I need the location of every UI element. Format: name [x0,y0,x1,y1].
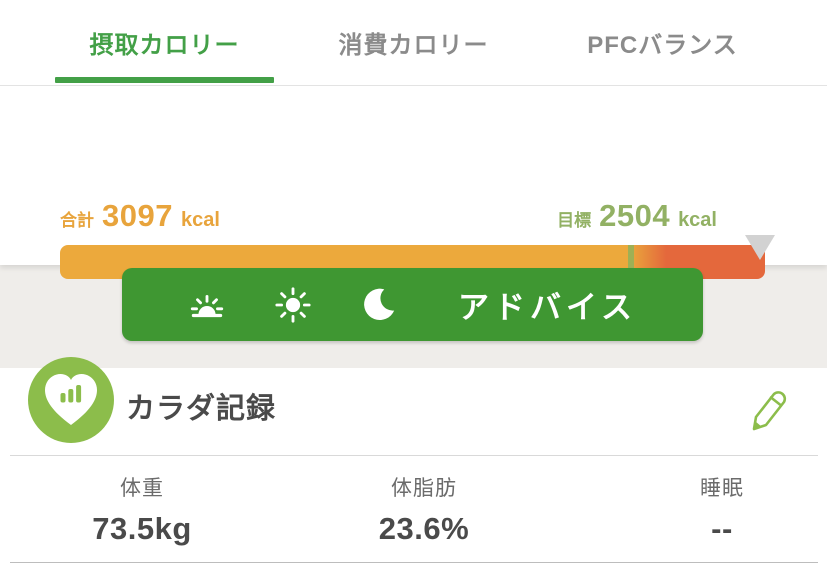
stat-body-fat: 体脂肪 23.6% [379,472,469,547]
body-record-badge [28,357,114,443]
tab-pfc-balance[interactable]: PFCバランス [538,0,787,85]
heart-chart-icon [45,374,97,425]
body-record-section [0,368,827,565]
divider-bottom [10,562,818,563]
tab-intake-calories[interactable]: 摂取カロリー [40,0,289,85]
stat-weight: 体重 73.5kg [92,472,192,547]
tab-burned-label: 消費カロリー [338,32,489,59]
total-unit: kcal [180,209,220,231]
progress-pointer-triangle [745,235,775,260]
divider-top [10,455,818,456]
total-label: 合計 [60,211,94,230]
target-unit: kcal [678,209,717,231]
stat-body-fat-label: 体脂肪 [391,477,457,500]
total-value: 3097 [102,198,173,233]
target-label: 目標 [557,211,592,230]
sun-icon [275,286,311,323]
target-value: 2504 [599,198,671,233]
advice-button-label: アドバイス [457,290,638,325]
calorie-summary-card: 合計 3097 kcal 目標 2504 kcal 過剰 593 kcal [0,86,827,330]
stat-sleep: 睡眠 -- [700,472,744,547]
stat-weight-value: 73.5kg [92,511,192,546]
moon-icon [364,288,395,320]
advice-button[interactable]: アドバイス [122,268,703,341]
total-calories: 合計 3097 kcal [60,198,220,234]
pencil-icon [752,391,787,431]
body-record-title: カラダ記録 [126,393,277,425]
target-calories: 目標 2504 kcal [557,198,717,234]
tab-pfc-label: PFCバランス [587,32,738,59]
tab-burned-calories[interactable]: 消費カロリー [289,0,538,85]
stat-body-fat-value: 23.6% [378,511,470,546]
stat-weight-label: 体重 [119,477,164,500]
advice-button-icons [188,286,398,324]
stat-sleep-label: 睡眠 [700,477,744,500]
tab-intake-label: 摂取カロリー [89,32,240,59]
edit-body-record-button[interactable] [746,384,790,436]
tab-bar: 摂取カロリー 消費カロリー PFCバランス [0,0,827,86]
stat-sleep-value: -- [711,511,733,546]
sunrise-icon [190,294,224,317]
